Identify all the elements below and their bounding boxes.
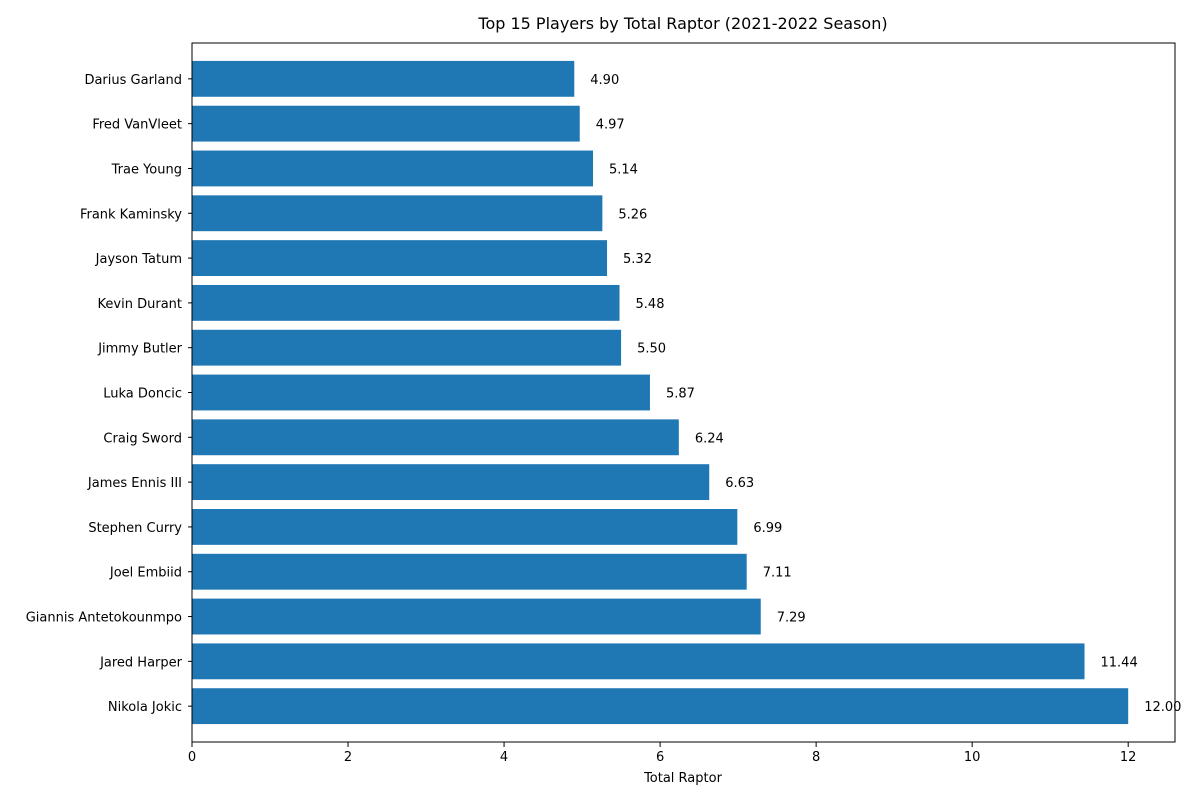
bar xyxy=(192,464,710,501)
data-label: 4.90 xyxy=(590,73,619,88)
bar xyxy=(192,105,580,142)
x-tick-label: 12 xyxy=(1120,750,1137,765)
y-tick-label: Luka Doncic xyxy=(103,387,182,402)
bar xyxy=(192,240,608,276)
plot-frame xyxy=(191,42,1176,743)
data-label: 6.63 xyxy=(725,476,754,491)
y-tick-label: Jayson Tatum xyxy=(95,252,182,267)
y-axis: Nikola Jokic Jared Harper Giannis Antetoko… xyxy=(26,73,192,715)
y-tick-label: Jimmy Butler xyxy=(97,342,182,357)
chart-title: Top 15 Players by Total Raptor (2021-202… xyxy=(477,14,887,33)
data-label: 5.50 xyxy=(637,342,666,357)
data-label: 7.11 xyxy=(763,566,792,581)
bar xyxy=(192,688,1129,725)
data-label: 5.26 xyxy=(618,207,647,222)
y-tick-label: Jared Harper xyxy=(99,655,183,670)
y-tick-label: Trae Young xyxy=(111,162,182,177)
data-label: 6.24 xyxy=(695,431,724,446)
y-tick-label: Fred VanVleet xyxy=(92,118,182,133)
y-tick-label: Joel Embiid xyxy=(109,566,182,581)
y-tick-label: Darius Garland xyxy=(84,73,182,88)
x-tick-label: 0 xyxy=(188,750,196,765)
y-tick-label: Nikola Jokic xyxy=(108,700,182,715)
data-label: 7.29 xyxy=(777,611,806,626)
y-tick-label: Stephen Curry xyxy=(88,521,182,536)
x-tick-label: 4 xyxy=(500,750,508,765)
bars-layer xyxy=(192,60,1129,725)
bar xyxy=(192,329,622,366)
data-label: 12.00 xyxy=(1144,700,1181,715)
data-label: 5.48 xyxy=(636,297,665,312)
data-labels-layer: 12.00 11.44 7.29 7.11 6.99 6.63 6.24 5.87 5.50 5.… xyxy=(590,73,1181,715)
bar xyxy=(192,374,650,411)
data-label: 11.44 xyxy=(1101,655,1138,670)
bar xyxy=(192,150,594,187)
data-label: 4.97 xyxy=(596,118,625,133)
bar xyxy=(192,419,679,456)
bar xyxy=(192,643,1085,680)
bar xyxy=(192,195,603,232)
bar xyxy=(192,509,738,545)
y-tick-label: James Ennis III xyxy=(87,476,182,491)
data-label: 5.87 xyxy=(666,387,695,402)
y-tick-label: Craig Sword xyxy=(103,431,182,446)
x-tick-label: 10 xyxy=(964,750,981,765)
y-tick-label: Kevin Durant xyxy=(98,297,182,312)
bar xyxy=(192,284,620,321)
bar xyxy=(192,598,761,635)
y-tick-label: Giannis Antetokounmpo xyxy=(26,611,182,626)
y-tick-label: Frank Kaminsky xyxy=(80,207,182,222)
data-label: 5.14 xyxy=(609,162,638,177)
x-tick-label: 8 xyxy=(812,750,820,765)
data-label: 5.32 xyxy=(623,252,652,267)
x-tick-label: 6 xyxy=(656,750,664,765)
data-label: 6.99 xyxy=(753,521,782,536)
x-tick-label: 2 xyxy=(344,750,352,765)
x-axis: 0 2 4 6 8 10 12 xyxy=(188,742,1137,765)
bar xyxy=(192,553,747,590)
x-axis-label: Total Raptor xyxy=(643,771,723,786)
bar xyxy=(192,60,575,97)
